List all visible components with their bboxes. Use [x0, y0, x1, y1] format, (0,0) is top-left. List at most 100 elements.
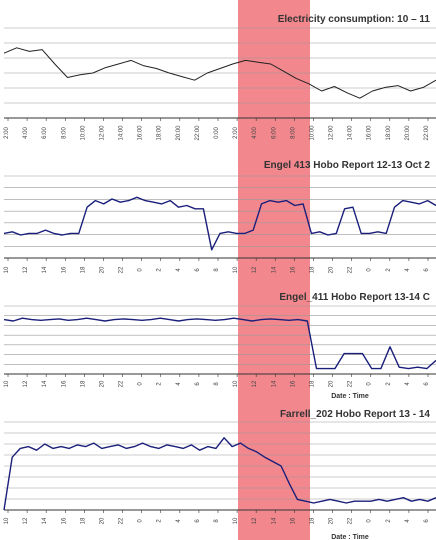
series-line [3, 437, 436, 511]
tick-label: 2 [386, 519, 392, 523]
tick-label: 18 [309, 266, 315, 273]
tick-label: 6 [424, 382, 430, 386]
panel-1-title: Electricity consumption: 10 – 11 [278, 14, 431, 25]
tick-label: 10 [4, 380, 10, 387]
panel-1: Electricity consumption: 10 – 11 2:00 4:00… [3, 14, 436, 141]
tick-label: 14 [42, 266, 48, 273]
panel-4-title: Farrell_202 Hobo Report 13 - 14 [280, 409, 430, 420]
panel-3-title: Engel_411 Hobo Report 13-14 C [279, 292, 430, 303]
tick-label: 4 [176, 382, 182, 386]
tick-label: 14 [42, 380, 48, 387]
tick-label: 10:00 [309, 125, 315, 141]
tick-label: 22 [119, 517, 125, 524]
tick-label: 6 [195, 268, 201, 272]
tick-label: 16 [290, 380, 296, 387]
tick-label: 16 [61, 266, 67, 273]
tick-label: 18 [309, 517, 315, 524]
tick-label: 2:00 [233, 127, 239, 139]
tick-label: 20:00 [176, 125, 182, 141]
tick-label: 10:00 [80, 125, 86, 141]
panel-2-title: Engel 413 Hobo Report 12-13 Oct 2 [264, 160, 431, 171]
panel-3-xlabel: Date : Time [331, 393, 369, 400]
tick-label: 12:00 [329, 125, 335, 141]
tick-label: 18 [309, 380, 315, 387]
panel-3: Engel_411 Hobo Report 13-14 C 10 12 14 16 18 2… [3, 292, 436, 400]
tick-label: 14 [42, 517, 48, 524]
tick-label: 22:00 [424, 125, 430, 141]
tick-label: 6 [424, 268, 430, 272]
tick-label: 22 [119, 266, 125, 273]
tick-label: 16:00 [138, 125, 144, 141]
tick-label: 4 [176, 268, 182, 272]
tick-label: 4 [405, 268, 411, 272]
tick-label: 18 [80, 517, 86, 524]
tick-label: 6 [195, 519, 201, 523]
tick-label: 16 [290, 266, 296, 273]
tick-label: 6 [195, 382, 201, 386]
tick-label: 2 [157, 519, 163, 523]
tick-label: 4 [176, 519, 182, 523]
panel-4: Farrell_202 Hobo Report 13 - 14 10 12 14 16 1… [3, 409, 436, 540]
tick-label: 10 [4, 517, 10, 524]
tick-label: 20 [329, 266, 335, 273]
tick-label: 8:00 [61, 127, 67, 139]
tick-label: 4 [405, 519, 411, 523]
tick-label: 14 [271, 517, 277, 524]
tick-label: 6:00 [42, 127, 48, 139]
tick-label: 6:00 [271, 127, 277, 139]
highlight-band [238, 0, 310, 540]
tick-label: 0 [367, 519, 373, 523]
tick-label: 12 [252, 517, 258, 524]
tick-label: 2 [386, 268, 392, 272]
tick-label: 16 [61, 380, 67, 387]
series-line [3, 196, 436, 251]
tick-label: 8:00 [290, 127, 296, 139]
tick-label: 8 [214, 268, 220, 272]
tick-label: 16 [290, 517, 296, 524]
tick-label: 22 [348, 517, 354, 524]
panel-4-xlabel: Date : Time [331, 534, 369, 540]
tick-label: 4:00 [23, 127, 29, 139]
tick-label: 0 [138, 382, 144, 386]
tick-label: 20 [99, 266, 105, 273]
series-line [3, 47, 436, 99]
tick-label: 14 [271, 380, 277, 387]
tick-label: 0 [367, 382, 373, 386]
tick-label: 0:00 [214, 127, 220, 139]
tick-label: 2:00 [4, 127, 10, 139]
tick-label: 22 [119, 380, 125, 387]
tick-label: 16 [61, 517, 67, 524]
tick-label: 18:00 [386, 125, 392, 141]
tick-label: 4:00 [252, 127, 258, 139]
tick-label: 4 [405, 382, 411, 386]
tick-label: 10 [4, 266, 10, 273]
series-line [3, 317, 436, 370]
tick-label: 14 [271, 266, 277, 273]
tick-label: 20 [329, 380, 335, 387]
tick-label: 12:00 [99, 125, 105, 141]
tick-label: 18 [80, 266, 86, 273]
tick-label: 22 [348, 380, 354, 387]
tick-label: 18 [80, 380, 86, 387]
tick-label: 2 [157, 382, 163, 386]
tick-label: 18:00 [157, 125, 163, 141]
tick-label: 20 [99, 517, 105, 524]
tick-label: 14:00 [348, 125, 354, 141]
panel-2: Engel 413 Hobo Report 12-13 Oct 2 10 12 14 1… [3, 160, 436, 273]
tick-label: 12 [23, 266, 29, 273]
tick-label: 20 [99, 380, 105, 387]
tick-label: 20:00 [405, 125, 411, 141]
tick-label: 12 [23, 517, 29, 524]
tick-label: 22 [348, 266, 354, 273]
tick-label: 10 [233, 517, 239, 524]
tick-label: 2 [386, 382, 392, 386]
tick-label: 10 [233, 266, 239, 273]
tick-label: 20 [329, 517, 335, 524]
tick-label: 16:00 [367, 125, 373, 141]
tick-label: 14:00 [119, 125, 125, 141]
tick-label: 2 [157, 268, 163, 272]
tick-label: 0 [138, 268, 144, 272]
tick-label: 8 [214, 382, 220, 386]
tick-label: 0 [138, 519, 144, 523]
